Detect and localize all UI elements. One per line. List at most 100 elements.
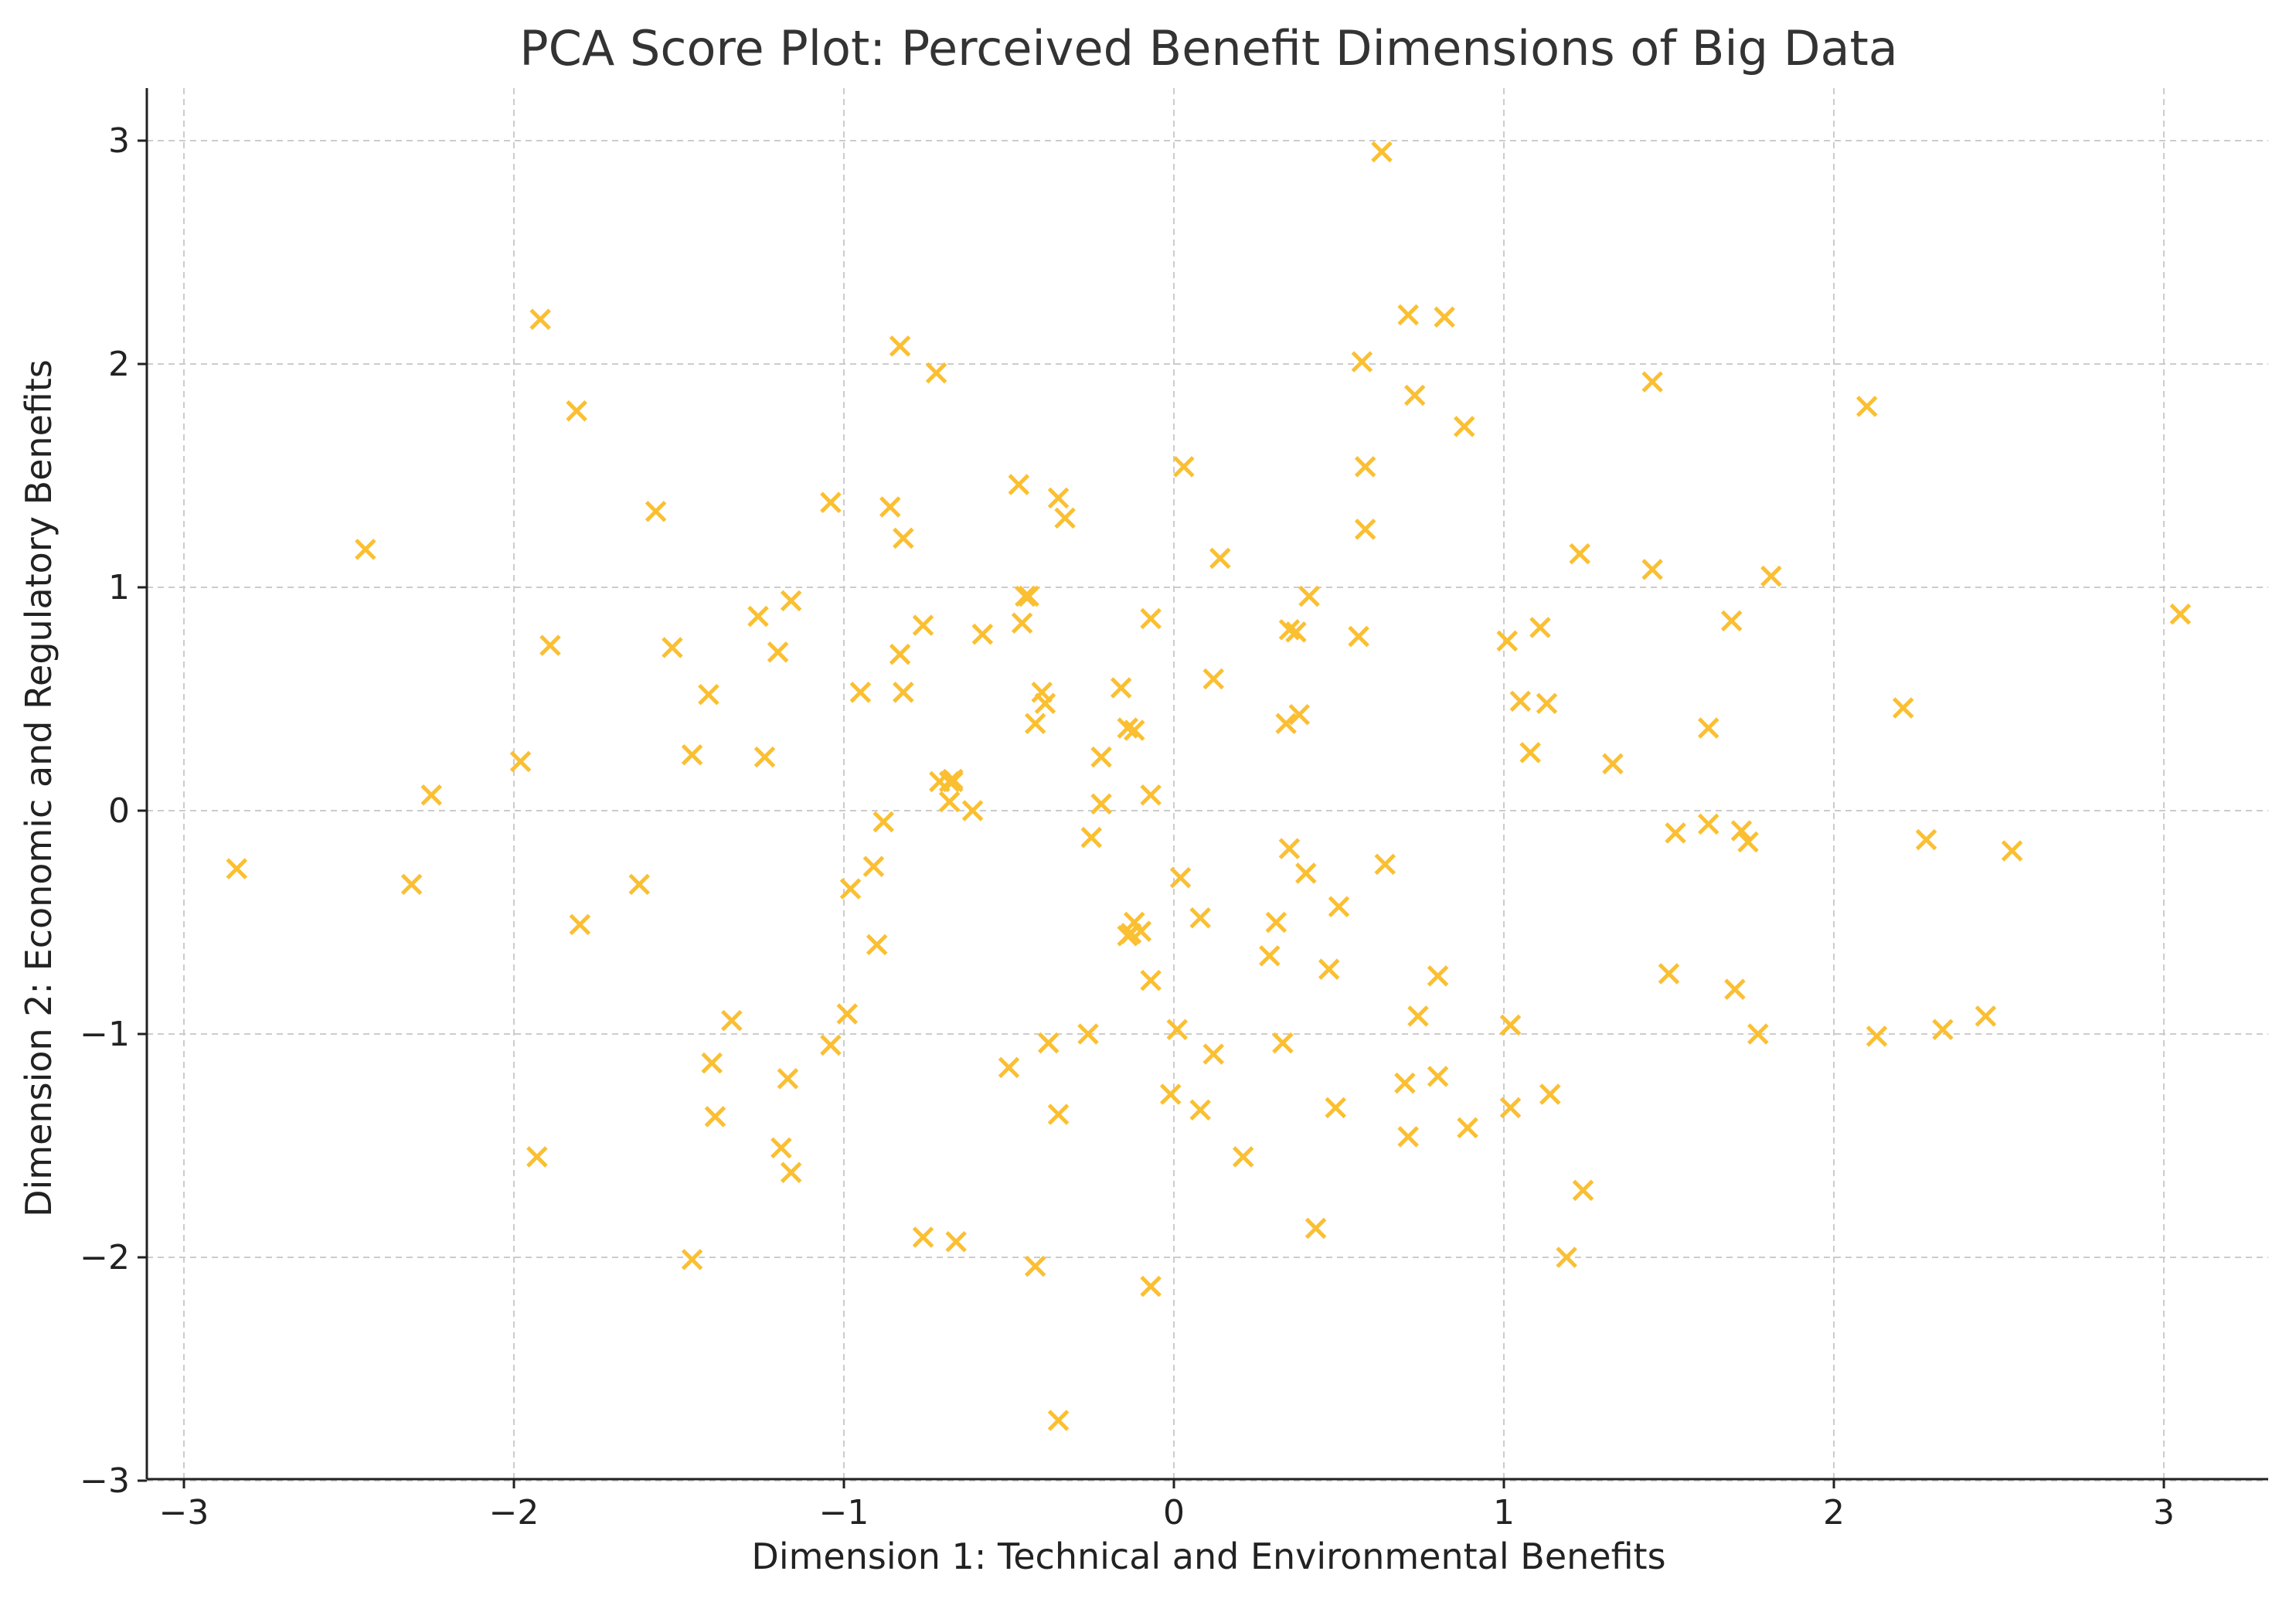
x-tick-label: 1 xyxy=(1493,1493,1515,1532)
data-point xyxy=(1288,703,1311,726)
data-point xyxy=(420,784,443,806)
data-point xyxy=(1130,920,1152,942)
y-tick-label: 0 xyxy=(108,791,130,831)
data-point xyxy=(1529,617,1551,638)
data-point xyxy=(1403,384,1426,406)
x-tick-label: −1 xyxy=(819,1493,869,1532)
data-point xyxy=(1080,826,1103,849)
y-tick-label: 2 xyxy=(108,345,130,384)
data-point xyxy=(1499,1014,1522,1036)
data-point xyxy=(645,500,667,522)
data-point xyxy=(1737,831,1759,853)
data-point xyxy=(1397,304,1419,326)
data-point xyxy=(1202,1043,1225,1065)
y-axis-label: Dimension 2: Economic and Regulatory Ben… xyxy=(18,359,60,1217)
data-point xyxy=(1090,793,1112,815)
data-point xyxy=(1434,306,1455,328)
grid-lines xyxy=(147,88,2268,1481)
data-point xyxy=(1189,1099,1211,1121)
data-point xyxy=(1018,585,1039,607)
data-point xyxy=(780,1162,802,1183)
data-point xyxy=(1015,585,1036,607)
data-point xyxy=(1024,1255,1046,1277)
x-tick-label: 3 xyxy=(2153,1493,2175,1532)
data-points xyxy=(226,141,2192,1431)
data-point xyxy=(912,1226,934,1248)
data-point xyxy=(1298,585,1320,607)
data-point xyxy=(1351,351,1373,372)
x-tick-label: −3 xyxy=(159,1493,209,1532)
data-point xyxy=(1110,677,1132,699)
data-point xyxy=(925,362,947,384)
data-point xyxy=(509,750,532,773)
data-point xyxy=(770,1137,792,1159)
data-point xyxy=(1665,822,1686,844)
data-point xyxy=(1397,1126,1419,1148)
data-point xyxy=(1724,978,1746,1000)
data-point xyxy=(2001,840,2023,862)
data-point xyxy=(1037,1032,1060,1054)
y-tick-label: −2 xyxy=(80,1238,130,1277)
x-axis-label: Dimension 1: Technical and Environmental… xyxy=(751,1536,1665,1577)
data-point xyxy=(1602,753,1624,775)
data-point xyxy=(820,491,842,513)
data-point xyxy=(1394,1072,1416,1094)
data-point xyxy=(971,623,994,645)
data-point xyxy=(1278,838,1301,859)
data-point xyxy=(820,1034,842,1056)
data-point xyxy=(1697,813,1719,835)
data-point xyxy=(1354,456,1376,478)
data-point xyxy=(1140,969,1162,991)
data-point xyxy=(1011,612,1033,634)
data-point xyxy=(1034,692,1056,715)
x-ticks: −3 −2 −1 0 1 2 3 xyxy=(159,1479,2175,1532)
data-point xyxy=(836,1003,859,1025)
data-point xyxy=(879,496,901,518)
data-point xyxy=(681,743,703,766)
data-point xyxy=(1140,607,1162,630)
data-point xyxy=(1915,828,1937,851)
x-tick-label: 0 xyxy=(1163,1493,1185,1532)
data-point xyxy=(566,400,587,422)
data-point xyxy=(1304,1217,1327,1240)
data-point xyxy=(780,590,802,612)
data-point xyxy=(1117,925,1138,947)
chart-title: PCA Score Plot: Perceived Benefit Dimens… xyxy=(519,20,1898,77)
data-point xyxy=(1658,963,1680,985)
y-tick-label: −3 xyxy=(80,1461,130,1501)
data-point xyxy=(961,800,984,821)
data-point xyxy=(1259,945,1281,967)
data-point xyxy=(1975,1005,1997,1027)
data-point xyxy=(1539,1083,1561,1105)
x-tick-label: 2 xyxy=(1823,1493,1845,1532)
y-tick-label: 3 xyxy=(108,121,130,161)
data-point xyxy=(1371,141,1393,163)
data-point xyxy=(753,746,776,768)
data-point xyxy=(1169,866,1192,889)
data-point xyxy=(721,1009,743,1032)
data-point xyxy=(1209,547,1231,570)
data-point xyxy=(849,682,872,703)
data-point xyxy=(1008,474,1030,495)
data-point xyxy=(1272,1032,1294,1054)
data-point xyxy=(1499,1097,1522,1119)
data-point xyxy=(1453,416,1475,437)
data-point xyxy=(1457,1117,1478,1139)
data-point xyxy=(893,527,914,549)
data-point xyxy=(1047,487,1070,509)
x-tick-label: −2 xyxy=(489,1493,539,1532)
data-point xyxy=(1496,630,1519,652)
data-point xyxy=(1354,519,1376,540)
data-point xyxy=(1866,1025,1888,1047)
data-point xyxy=(1047,1410,1070,1431)
data-point xyxy=(1275,713,1297,735)
data-point xyxy=(1285,621,1307,643)
data-point xyxy=(747,605,769,628)
data-point xyxy=(1166,1019,1189,1040)
data-point xyxy=(1140,784,1162,806)
data-point xyxy=(1374,853,1396,876)
data-point xyxy=(1325,1097,1346,1119)
data-point xyxy=(862,855,885,878)
data-point xyxy=(1509,690,1532,713)
